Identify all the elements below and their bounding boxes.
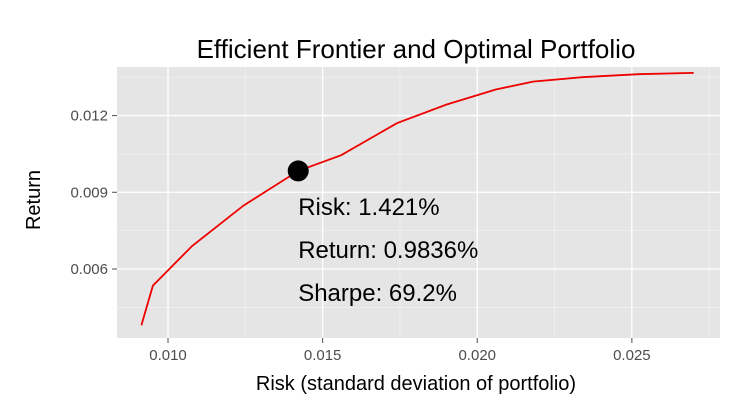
annotation-sharpe: Sharpe: 69.2% — [298, 280, 457, 307]
x-tick-label: 0.020 — [458, 347, 496, 364]
y-tick-label: 0.009 — [70, 184, 108, 201]
x-axis: 0.010 0.015 0.020 0.025 — [149, 338, 651, 364]
efficient-frontier-line — [140, 72, 694, 326]
x-axis-title: Risk (standard deviation of portfolio) — [256, 373, 576, 395]
annotation-risk: Risk: 1.421% — [298, 194, 439, 221]
plot-panel — [117, 67, 720, 338]
y-axis-title: Return — [23, 170, 45, 230]
y-axis: 0.006 0.009 0.012 — [70, 108, 117, 278]
x-tick-label: 0.025 — [613, 347, 651, 364]
y-tick-label: 0.012 — [70, 108, 108, 125]
y-tick-label: 0.006 — [70, 261, 108, 278]
x-tick-label: 0.015 — [304, 347, 342, 364]
optimal-portfolio-annotations: Risk: 1.421% Return: 0.9836% Sharpe: 69.2% — [298, 194, 478, 307]
optimal-portfolio-point — [287, 160, 309, 182]
minor-gridlines — [117, 67, 720, 338]
annotation-return: Return: 0.9836% — [298, 237, 478, 264]
chart-title: Efficient Frontier and Optimal Portfolio — [197, 34, 636, 64]
x-tick-label: 0.010 — [149, 347, 187, 364]
